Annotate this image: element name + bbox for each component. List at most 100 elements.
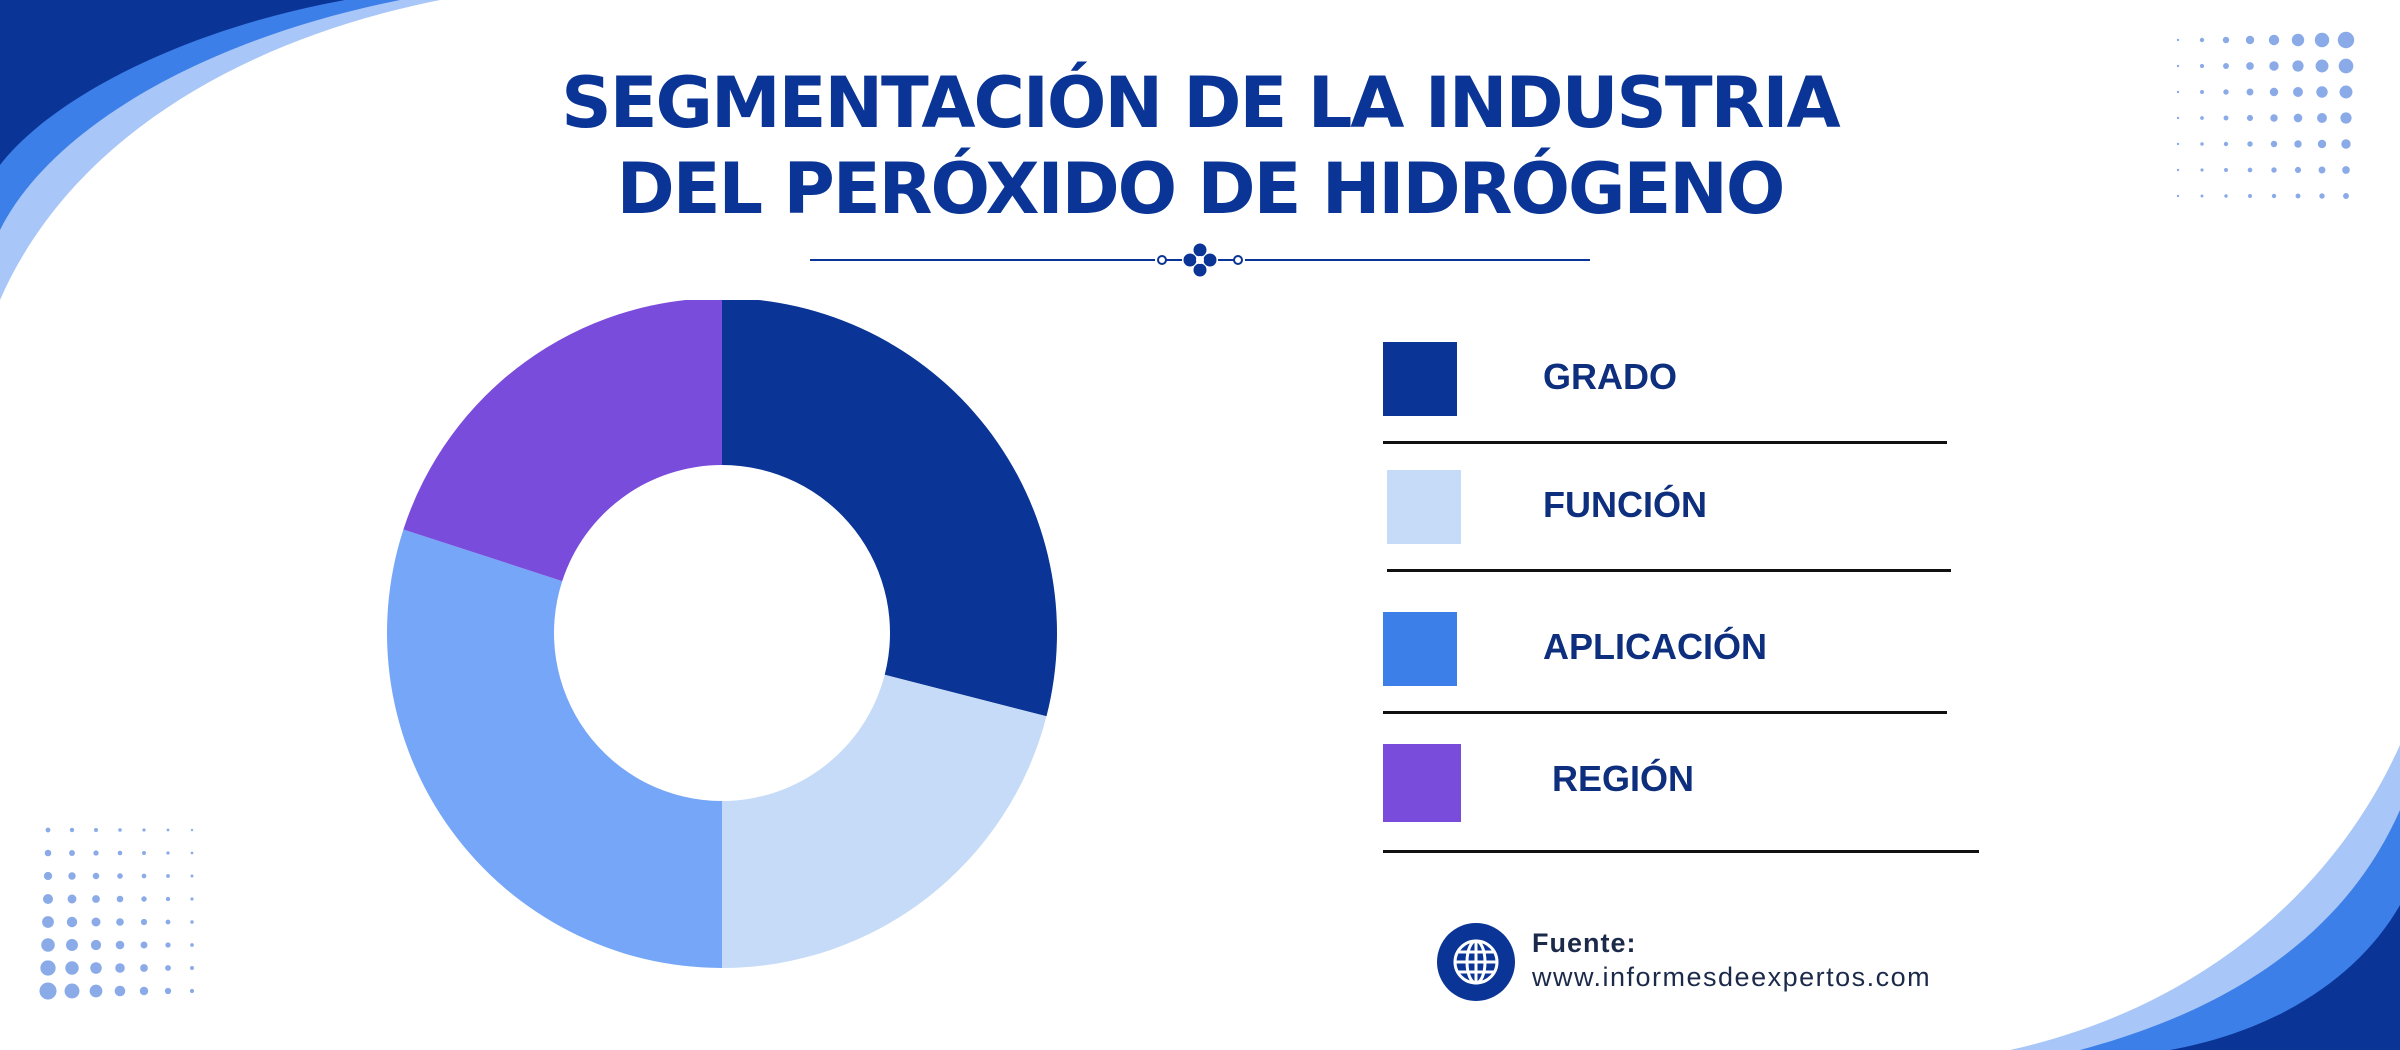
decor-dot xyxy=(2338,58,2354,74)
legend-item-grado: GRADO xyxy=(1383,342,1983,472)
decor-dot xyxy=(2295,193,2301,199)
decor-dot xyxy=(190,897,194,901)
decor-dot xyxy=(2271,167,2277,173)
decor-dot xyxy=(2271,193,2277,199)
decor-dot xyxy=(2199,63,2205,69)
decor-dot xyxy=(2199,37,2205,43)
decor-dot xyxy=(90,939,102,951)
donut-slice-región xyxy=(403,300,722,582)
decor-dot xyxy=(2269,61,2279,71)
top-left-wave-dark xyxy=(0,0,345,165)
decor-dot xyxy=(2246,88,2254,96)
dot-grid-bottom-left xyxy=(39,827,195,1000)
decor-dot xyxy=(2294,166,2302,174)
decor-dot xyxy=(2176,64,2180,68)
decor-dot xyxy=(165,965,171,971)
decor-dot xyxy=(190,828,194,832)
donut-slice-grado xyxy=(722,300,1057,717)
decor-dot xyxy=(140,941,148,949)
decor-dot xyxy=(65,961,79,975)
decor-dot xyxy=(165,942,171,948)
decor-dot xyxy=(116,895,124,903)
decor-dot xyxy=(117,850,123,856)
decor-dot xyxy=(2319,193,2325,199)
source-block: Fuente: www.informesdeexpertos.com xyxy=(1436,920,1996,1010)
decor-dot xyxy=(2222,36,2230,44)
decor-dot xyxy=(2268,34,2280,46)
decor-dot xyxy=(2270,114,2278,122)
decor-dot xyxy=(2200,168,2204,172)
decor-dot xyxy=(2339,85,2353,99)
source-label: Fuente: xyxy=(1532,928,1637,958)
decor-dot xyxy=(116,918,124,926)
decor-dot xyxy=(40,960,56,976)
decor-dot xyxy=(142,828,146,832)
legend-label: GRADO xyxy=(1543,356,1677,397)
decor-dot xyxy=(2176,116,2180,120)
decor-dot xyxy=(115,940,125,950)
decor-dot xyxy=(2337,31,2355,49)
legend-divider xyxy=(1387,569,1951,572)
source-url[interactable]: www.informesdeexpertos.com xyxy=(1532,962,1932,992)
decor-dot xyxy=(66,939,78,951)
decor-dot xyxy=(2176,168,2180,172)
legend-divider xyxy=(1383,441,1947,444)
decor-dot xyxy=(2248,194,2252,198)
decor-dot xyxy=(115,963,125,973)
decor-dot xyxy=(2246,62,2254,70)
decor-dot xyxy=(2246,114,2254,122)
decor-dot xyxy=(2223,63,2229,69)
legend-label: APLICACIÓN xyxy=(1543,626,1767,667)
decor-dot xyxy=(2224,194,2228,198)
decor-dot xyxy=(2342,166,2350,174)
decor-dot xyxy=(2343,193,2349,199)
decor-dot xyxy=(2245,35,2255,45)
decor-dot xyxy=(2293,113,2303,123)
legend-divider xyxy=(1383,711,1947,714)
decor-dot xyxy=(64,983,80,999)
decor-dot xyxy=(69,827,75,833)
legend-swatch xyxy=(1383,744,1461,822)
decor-dot xyxy=(117,873,123,879)
decor-dot xyxy=(166,874,170,878)
decor-dot xyxy=(2200,116,2204,120)
decor-dot xyxy=(2340,112,2352,124)
decor-dot xyxy=(2176,142,2180,146)
decor-dot xyxy=(2223,115,2229,121)
legend-divider xyxy=(1383,850,1979,853)
decor-dot xyxy=(2200,142,2204,146)
decor-dot xyxy=(190,920,194,924)
decor-dot xyxy=(92,895,100,903)
decor-dot xyxy=(190,943,194,947)
decor-dot xyxy=(69,850,75,856)
decor-dot xyxy=(139,986,149,996)
decor-dot xyxy=(140,918,148,926)
decor-dot xyxy=(114,985,126,997)
decor-dot xyxy=(66,916,78,928)
legend-swatch xyxy=(1387,470,1461,544)
legend-label: FUNCIÓN xyxy=(1543,484,1707,525)
legend-swatch xyxy=(1383,612,1457,686)
decor-dot xyxy=(2247,167,2253,173)
bottom-right-wave-mid xyxy=(2080,810,2400,1050)
decor-dot xyxy=(2316,86,2328,98)
decor-dot xyxy=(166,828,170,832)
decor-dot xyxy=(2294,140,2302,148)
decor-dot xyxy=(2317,139,2327,149)
decor-dot xyxy=(2223,141,2229,147)
legend-item-funcion: FUNCIÓN xyxy=(1383,470,1983,600)
decor-dot xyxy=(140,964,148,972)
decor-dot xyxy=(2291,33,2305,47)
decor-dot xyxy=(68,872,76,880)
decor-dot xyxy=(2292,60,2304,72)
decor-dot xyxy=(44,849,52,857)
donut-slice-aplicación xyxy=(386,529,722,968)
decor-dot xyxy=(2341,139,2351,149)
decor-dot xyxy=(67,894,77,904)
decor-dot xyxy=(39,982,57,1000)
decor-dot xyxy=(93,850,99,856)
decor-dot xyxy=(141,896,147,902)
decor-dot xyxy=(42,893,54,905)
decor-dot xyxy=(2318,166,2326,174)
